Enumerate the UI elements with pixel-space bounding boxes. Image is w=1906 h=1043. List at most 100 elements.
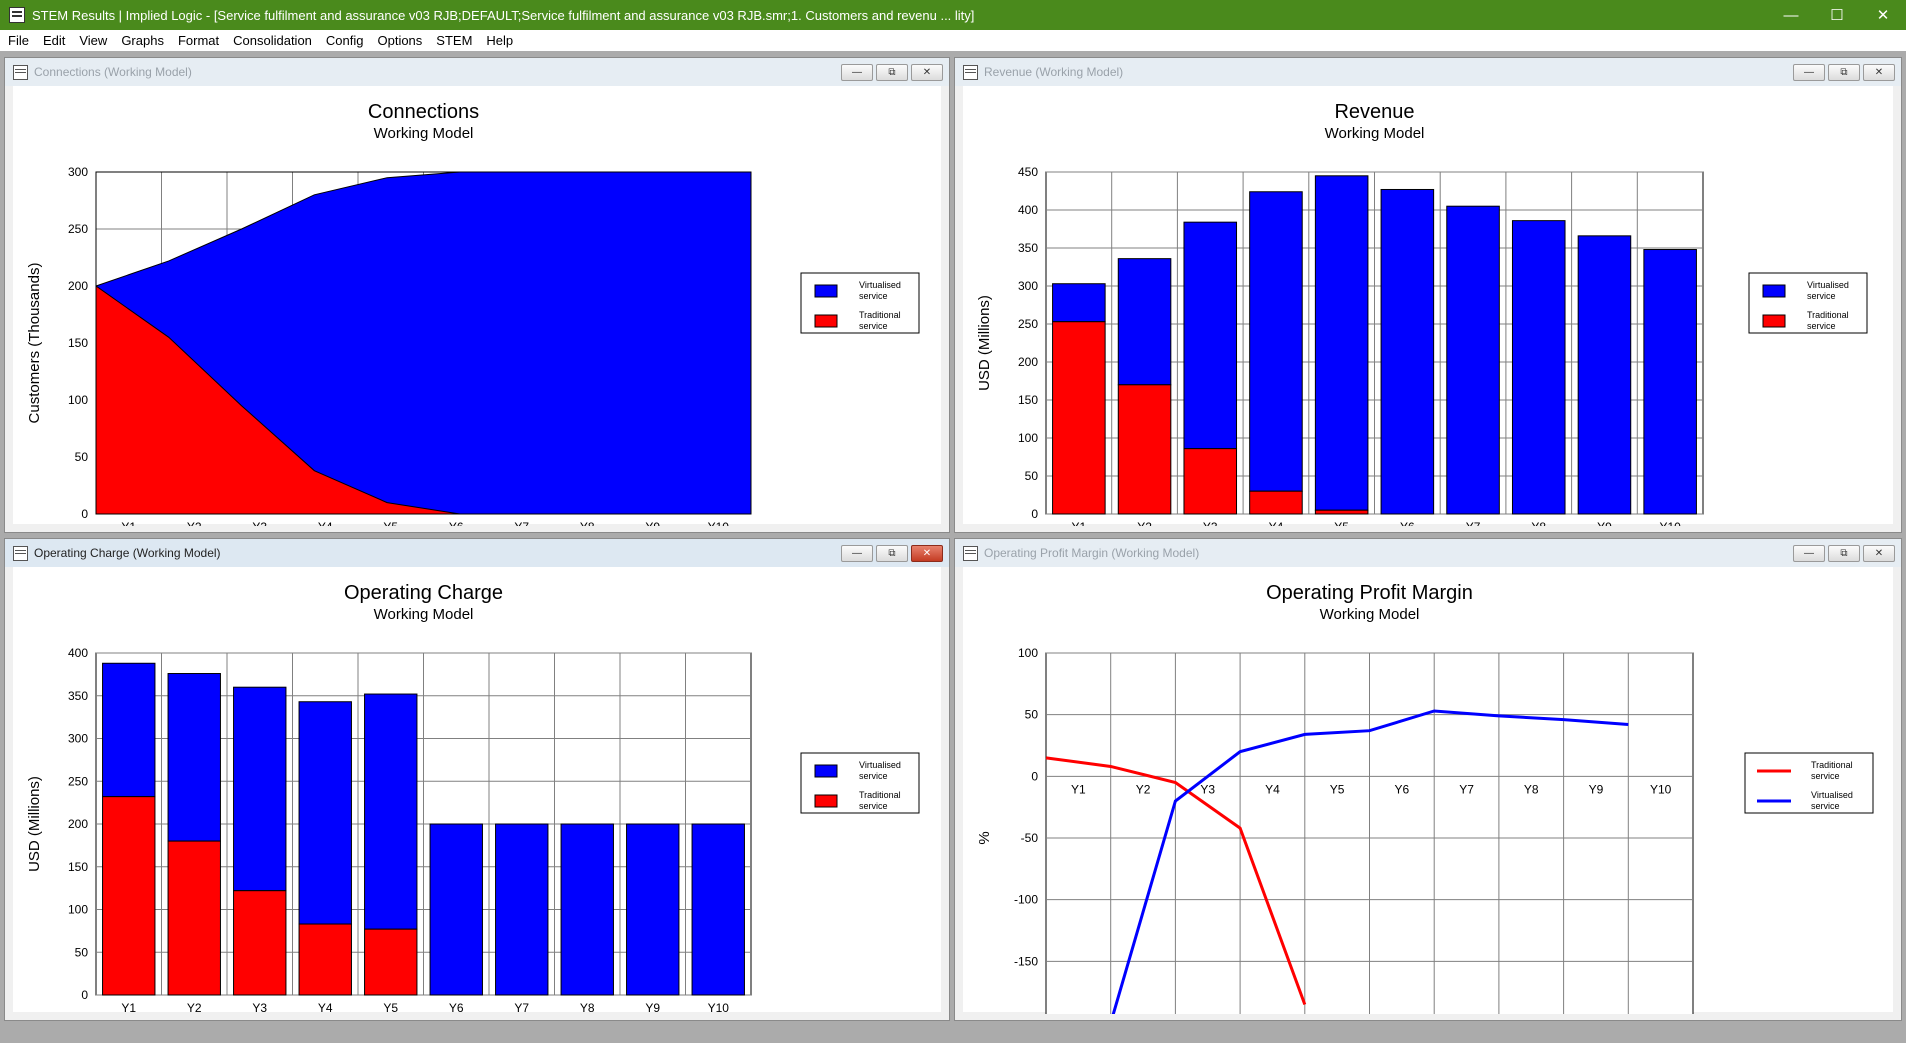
restore-icon[interactable]: ⧉ <box>1828 544 1860 562</box>
chart-window-icon <box>963 545 978 561</box>
bar-traditional <box>233 890 287 996</box>
menu-view[interactable]: View <box>79 33 108 48</box>
legend-label-line: Virtualised <box>859 760 901 770</box>
restore-icon[interactable]: ⧉ <box>876 63 908 81</box>
x-tick-label: Y10 <box>1659 520 1681 526</box>
y-tick-label: 100 <box>1018 646 1038 660</box>
chart-title: Revenue <box>1334 101 1414 123</box>
y-tick-label: 50 <box>1025 708 1039 722</box>
legend-box <box>1744 752 1874 814</box>
minimize-icon[interactable]: — <box>1793 63 1825 81</box>
menu-bar: File Edit View Graphs Format Consolidati… <box>0 30 1906 51</box>
y-tick-label: 450 <box>1018 165 1038 179</box>
minimize-icon[interactable]: — <box>1793 544 1825 562</box>
menu-options[interactable]: Options <box>377 33 423 48</box>
bar-traditional <box>102 796 156 996</box>
legend-swatch <box>814 794 838 808</box>
y-tick-label: 350 <box>1018 241 1038 255</box>
chart-title: Connections <box>368 101 479 123</box>
revenue-window[interactable]: Revenue (Working Model) — ⧉ ✕ Revenue Wor… <box>954 57 1902 533</box>
close-icon[interactable]: ✕ <box>911 63 943 81</box>
bar-virtualised <box>1117 258 1172 386</box>
menu-consolidation[interactable]: Consolidation <box>233 33 312 48</box>
y-tick-label: -50 <box>1021 831 1039 845</box>
close-icon[interactable]: ✕ <box>1876 7 1890 24</box>
bar-traditional <box>167 840 221 996</box>
restore-icon[interactable]: ⧉ <box>876 544 908 562</box>
bar-virtualised <box>167 673 221 842</box>
close-icon[interactable]: ✕ <box>911 544 943 562</box>
y-tick-label: 50 <box>75 945 89 959</box>
x-tick-label: Y6 <box>1395 782 1410 796</box>
maximize-icon[interactable]: ☐ <box>1830 7 1844 24</box>
chart-window-icon <box>13 545 28 561</box>
y-tick-label: 50 <box>1025 469 1039 483</box>
x-tick-label: Y4 <box>1265 782 1280 796</box>
x-tick-label: Y2 <box>1137 520 1152 526</box>
menu-graphs[interactable]: Graphs <box>121 33 164 48</box>
bar-virtualised <box>1314 175 1369 511</box>
legend-label: Traditional service <box>1807 310 1849 331</box>
bar-virtualised <box>298 701 352 925</box>
operating-charge-window-title-bar[interactable]: Operating Charge (Working Model) — ⧉ ✕ <box>5 539 949 567</box>
operating-profit-margin-window[interactable]: Operating Profit Margin (Working Model) … <box>954 538 1902 1021</box>
menu-stem[interactable]: STEM <box>436 33 473 48</box>
x-tick-label: Y3 <box>252 520 267 526</box>
bar-virtualised <box>495 823 549 996</box>
legend-swatch <box>1762 284 1786 298</box>
y-tick-label: 150 <box>68 336 88 350</box>
x-tick-label: Y2 <box>1136 782 1151 796</box>
x-tick-label: Y5 <box>1334 520 1349 526</box>
bar-traditional <box>1183 448 1238 515</box>
y-tick-label: 300 <box>1018 279 1038 293</box>
chart-subtitle: Working Model <box>374 125 474 142</box>
bar-virtualised <box>364 693 418 930</box>
minimize-icon[interactable]: — <box>841 63 873 81</box>
legend-label-line: Virtualised <box>859 280 901 290</box>
bar-traditional <box>298 923 352 996</box>
bar-virtualised <box>1183 221 1238 450</box>
legend-label-line: Virtualised <box>1807 280 1849 290</box>
operating-profit-margin-window-title-bar[interactable]: Operating Profit Margin (Working Model) … <box>955 539 1901 567</box>
operating-charge-window[interactable]: Operating Charge (Working Model) — ⧉ ✕ O… <box>4 538 950 1021</box>
legend-label-line: Virtualised <box>1811 790 1853 800</box>
chart-subtitle: Working Model <box>1325 125 1425 142</box>
x-tick-label: Y6 <box>449 1001 464 1014</box>
menu-config[interactable]: Config <box>325 33 364 48</box>
legend-swatch <box>814 314 838 328</box>
menu-format[interactable]: Format <box>177 33 220 48</box>
minimize-icon[interactable]: — <box>841 544 873 562</box>
revenue-window-title-bar[interactable]: Revenue (Working Model) — ⧉ ✕ <box>955 58 1901 86</box>
x-tick-label: Y9 <box>645 1001 660 1014</box>
app-title-bar: STEM Results | Implied Logic - [Service … <box>0 0 1906 30</box>
x-tick-label: Y7 <box>514 520 529 526</box>
close-icon[interactable]: ✕ <box>1863 63 1895 81</box>
chart-title: Operating Charge <box>344 582 503 604</box>
minimize-icon[interactable]: — <box>1783 6 1799 24</box>
menu-file[interactable]: File <box>8 33 29 48</box>
bar-virtualised <box>1446 205 1500 515</box>
y-tick-label: 100 <box>1018 431 1038 445</box>
legend-label-line: service <box>1807 321 1836 331</box>
x-tick-label: Y8 <box>580 520 595 526</box>
restore-icon[interactable]: ⧉ <box>1828 63 1860 81</box>
close-icon[interactable]: ✕ <box>1863 544 1895 562</box>
x-tick-label: Y2 <box>187 1001 202 1014</box>
bar-virtualised <box>1249 191 1303 492</box>
connections-window-title-bar[interactable]: Connections (Working Model) — ⧉ ✕ <box>5 58 949 86</box>
bar-traditional <box>1314 509 1369 515</box>
bar-traditional <box>1249 490 1303 515</box>
legend-label-line: service <box>1811 771 1840 781</box>
x-tick-label: Y10 <box>1650 782 1672 796</box>
legend-label-line: Traditional <box>1807 310 1849 320</box>
legend-label-line: Traditional <box>859 310 901 320</box>
menu-help[interactable]: Help <box>486 33 514 48</box>
legend-label-line: service <box>859 321 888 331</box>
operating-charge-window-title: Operating Charge (Working Model) <box>34 546 221 560</box>
bar-virtualised <box>1577 235 1632 515</box>
connections-window[interactable]: Connections (Working Model) — ⧉ ✕ Connec… <box>4 57 950 533</box>
x-tick-label: Y1 <box>1071 782 1086 796</box>
x-tick-label: Y7 <box>1466 520 1481 526</box>
x-tick-label: Y3 <box>252 1001 267 1014</box>
menu-edit[interactable]: Edit <box>42 33 66 48</box>
